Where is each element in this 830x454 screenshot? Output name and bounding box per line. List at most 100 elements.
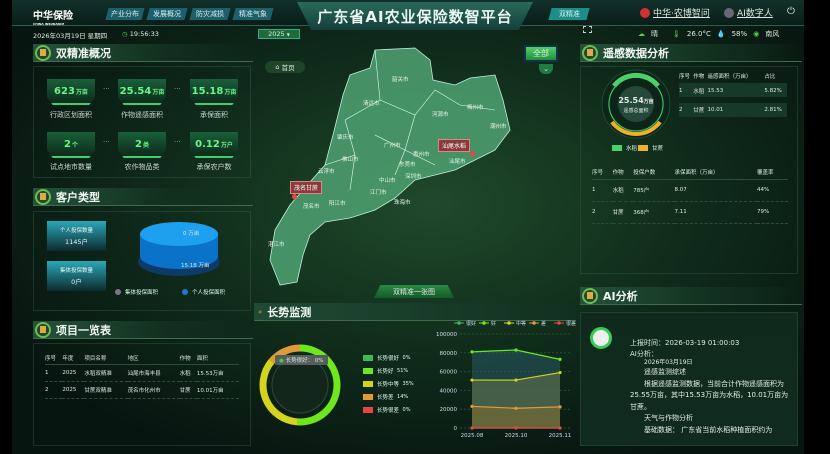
nav-精准气象[interactable]: 精准气象	[232, 8, 274, 20]
city-label[interactable]: 湛江市	[268, 242, 285, 248]
marker-汕尾水稻[interactable]: 汕尾水稻	[438, 139, 471, 152]
chevron-down-icon[interactable]: ⌄	[539, 64, 553, 74]
city-label[interactable]: 深圳市	[405, 174, 422, 180]
projects-table: 序号 年度 项目名称 地区 作物 面积 1 2025 水稻双精准 汕尾市海丰县 水稻 15.53万亩…	[45, 352, 239, 399]
data-point[interactable]	[514, 426, 518, 430]
ai-avatar-icon	[590, 327, 612, 349]
weather-sun-cloud-icon: ☁	[638, 30, 645, 38]
pie-label-group: 0 万亩	[183, 231, 200, 237]
legend-swatch	[363, 394, 373, 400]
digital-human-link[interactable]: AI数字人	[724, 6, 773, 19]
table-row[interactable]: 2 甘蔗 10.01 2.81%	[679, 103, 787, 117]
city-label[interactable]: 潮州市	[490, 124, 507, 130]
city-label[interactable]: 江门市	[370, 190, 387, 196]
individual-count-card: 个人投保数量 1145户	[47, 221, 106, 251]
guangdong-map[interactable]	[255, 40, 555, 300]
tab-双精准[interactable]: 双精准	[548, 8, 590, 20]
donut-slice[interactable]	[297, 344, 341, 426]
column-header: 作物	[612, 170, 624, 177]
home-button[interactable]: ⌂ 首页	[265, 61, 305, 73]
ai-analysis-text[interactable]: 2026年03月19日 遥感监测综述 根据遥感监测数据，当前合计作物遥感面积为2…	[630, 359, 795, 436]
cell: 2	[679, 107, 683, 113]
city-label[interactable]: 韶关市	[392, 77, 409, 83]
marker-茂名甘蔗[interactable]: 茂名甘蔗	[290, 181, 323, 194]
city-label[interactable]: 肇庆市	[337, 135, 354, 141]
gauge-arc-sugarcane	[610, 120, 662, 136]
document-icon	[582, 287, 598, 304]
nav-产业分布[interactable]: 产业分布	[105, 8, 145, 20]
city-label[interactable]: 梅州市	[467, 105, 484, 111]
column-header: 序号	[592, 170, 604, 177]
page-title: 广东省AI农业保险数智平台	[297, 2, 533, 30]
legend-swatch	[638, 145, 648, 151]
table-row[interactable]: 2 甘蔗 368户 7.11 79%	[592, 201, 788, 223]
cell: 79%	[757, 209, 770, 215]
table-row[interactable]: 1 水稻 785户 8.07 44%	[592, 179, 788, 201]
cell: 甘蔗	[693, 108, 705, 114]
table-row[interactable]: 2 2025 甘蔗双精准 茂名市化州市 甘蔗 10.01万亩	[45, 381, 239, 398]
cell: 水稻	[179, 370, 191, 377]
cell: 8.07	[674, 187, 687, 193]
nav-防灾减损[interactable]: 防灾减损	[189, 8, 231, 20]
stat-label: 承保农户数	[196, 163, 232, 171]
data-point[interactable]	[470, 404, 474, 408]
cell: 1	[679, 88, 683, 94]
city-label[interactable]: 惠州市	[413, 152, 430, 158]
pie-label-individual: 15.18 万亩	[181, 263, 210, 269]
growth-legend-item: 长势很好 0%	[363, 354, 410, 362]
x-tick-label: 2025.08	[461, 433, 484, 439]
data-point[interactable]	[470, 378, 474, 382]
logout-icon[interactable]: ⏻	[787, 6, 795, 17]
assistant-link[interactable]: 中华·农博智问	[640, 6, 710, 19]
nav-发展概况[interactable]: 发展概况	[146, 8, 188, 20]
data-point[interactable]	[558, 405, 562, 409]
data-point[interactable]	[514, 348, 518, 352]
remote-table: 序号 作物 遥感面积（万亩） 占比 1 水稻 15.53 5.82% 2 甘蔗 10.01 2.8…	[679, 70, 787, 117]
city-label[interactable]: 珠海市	[394, 200, 411, 206]
data-point[interactable]	[514, 406, 518, 410]
donut-slice[interactable]	[268, 344, 301, 364]
city-label[interactable]: 云浮市	[318, 169, 335, 175]
legend-group: 集体投保面积	[115, 288, 158, 296]
city-label[interactable]: 阳江市	[329, 201, 346, 207]
table-row[interactable]: 1 2025 水稻双精准 汕尾市海丰县 水稻 15.53万亩	[45, 364, 239, 381]
fullscreen-icon[interactable]	[583, 26, 592, 33]
data-point[interactable]	[470, 350, 474, 354]
city-label[interactable]: 汕尾市	[449, 159, 466, 165]
stat-label: 农作物品类	[124, 163, 160, 171]
right-edge	[804, 0, 830, 454]
column-header: 承保面积（万亩）	[674, 170, 719, 177]
all-button[interactable]: 全部	[524, 45, 558, 62]
document-icon	[582, 44, 598, 61]
tab-双精准一张图[interactable]: 双精准一张图	[374, 285, 454, 298]
city-label[interactable]: 河源市	[432, 112, 449, 118]
city-label[interactable]: 清远市	[363, 101, 380, 107]
column-header: 投保户数	[633, 170, 656, 177]
growth-legend-item: 长势很差 0%	[363, 406, 410, 414]
growth-legend-item: 长势差 14%	[363, 393, 408, 401]
data-point[interactable]	[558, 426, 562, 430]
city-label[interactable]: 佛山市	[342, 157, 359, 163]
area-好	[472, 349, 560, 428]
x-tick-label: 2025.11	[549, 433, 572, 439]
gauge-center	[618, 86, 654, 122]
city-label[interactable]: 广州市	[384, 143, 401, 149]
city-label[interactable]: 东莞市	[399, 162, 416, 168]
donut-slice[interactable]	[259, 359, 299, 426]
y-tick-label: 0	[454, 426, 458, 432]
table-row[interactable]: 1 水稻 15.53 5.82%	[679, 83, 787, 97]
cell: 10.01万亩	[196, 387, 224, 394]
data-point[interactable]	[558, 370, 562, 375]
ai-line: 根据遥感监测数据，当前合计作物遥感面积为25.55万亩，其中15.53万亩为水稻…	[630, 379, 789, 411]
city-label[interactable]: 中山市	[379, 178, 396, 184]
cell: 2025	[62, 386, 77, 393]
city-label[interactable]: 茂名市	[303, 204, 320, 210]
legend-marker	[482, 321, 486, 325]
data-point[interactable]	[558, 357, 562, 361]
year-select[interactable]: 2025 ▼	[258, 29, 300, 39]
data-point[interactable]	[470, 426, 474, 430]
ai-label: AI分析：	[630, 350, 658, 358]
tooltip-dot: ●	[279, 358, 284, 364]
column-header: 作物	[693, 73, 705, 80]
data-point[interactable]	[514, 378, 518, 382]
